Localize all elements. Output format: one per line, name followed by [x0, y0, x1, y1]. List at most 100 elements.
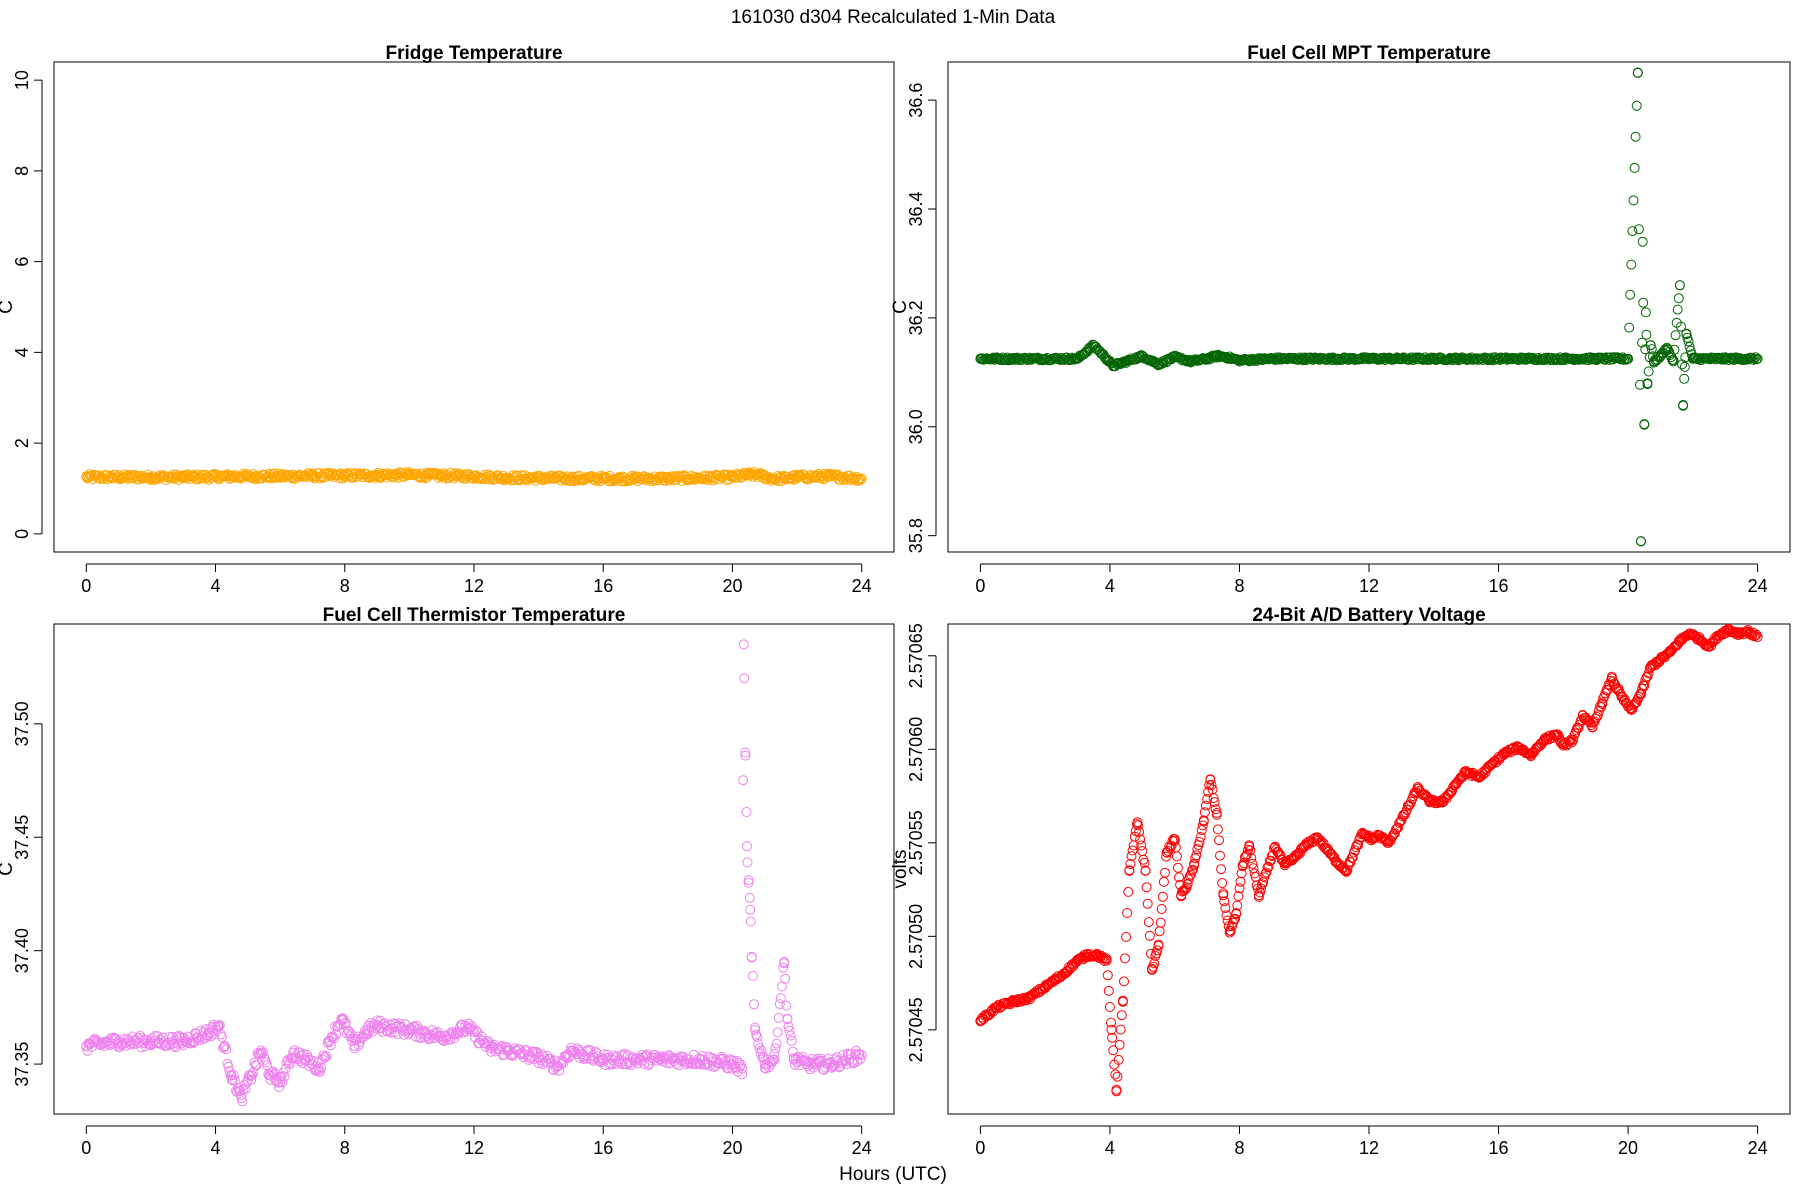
fridge-data-point	[227, 470, 238, 481]
battery-data-point	[1116, 1010, 1127, 1021]
battery-title: 24-Bit A/D Battery Voltage	[1252, 605, 1485, 626]
mpt-data-point	[1638, 297, 1649, 308]
fridge-data-point	[824, 471, 835, 482]
battery-x-tick-label: 20	[1618, 1138, 1638, 1158]
battery-data-point	[1101, 955, 1112, 966]
battery-y-tick-label: 2.57050	[906, 904, 926, 969]
battery-data-point	[1189, 860, 1200, 871]
battery-data-point	[1103, 985, 1114, 996]
battery-data-point	[1606, 673, 1617, 684]
battery-data-point	[1137, 846, 1148, 856]
battery-data-point	[1224, 927, 1235, 938]
mpt-data-point	[1668, 356, 1679, 367]
battery-data-point	[1742, 626, 1753, 637]
battery-data-point	[1114, 1039, 1125, 1050]
mpt-x-tick-label: 12	[1359, 576, 1379, 596]
thermistor-data-point	[558, 1057, 569, 1068]
battery-data-point	[1261, 867, 1272, 878]
battery-data-point	[1215, 850, 1225, 861]
mpt-data-point	[1617, 352, 1628, 363]
battery-data-point	[1338, 863, 1349, 874]
fridge-x-tick-label: 24	[852, 576, 872, 596]
mpt-data-point	[1088, 340, 1099, 351]
battery-y-tick-label: 2.57055	[906, 810, 926, 875]
battery-data-point	[1232, 900, 1243, 911]
battery-data-point	[1133, 820, 1143, 831]
battery-data-point	[1206, 780, 1217, 790]
battery-data-point	[1122, 908, 1133, 918]
battery-data-point	[1253, 890, 1264, 901]
battery-data-point	[1169, 834, 1180, 845]
mpt-data-point	[1633, 224, 1644, 235]
battery-data-point	[1197, 820, 1208, 831]
mpt-plot-frame	[947, 61, 1791, 553]
thermistor-data-point	[728, 1055, 739, 1066]
thermistor-data-point	[781, 1000, 792, 1011]
thermistor-data-point	[779, 957, 790, 967]
thermistor-data-point	[405, 1023, 416, 1034]
thermistor-data-point	[275, 1077, 286, 1088]
mpt-data-point	[1086, 341, 1097, 352]
battery-data-point	[1746, 628, 1757, 639]
thermistor-data-point	[774, 999, 785, 1010]
battery-data-point	[1299, 841, 1310, 852]
battery-data-point	[1626, 705, 1637, 715]
battery-data-point	[1723, 624, 1734, 635]
battery-data-point	[1176, 890, 1187, 901]
fridge-data-point	[372, 470, 383, 481]
thermistor-data-point	[485, 1043, 496, 1054]
battery-data-point	[1125, 859, 1136, 869]
battery-data-point	[1132, 817, 1143, 828]
fridge-y-tick-label: 2	[12, 438, 32, 448]
thermistor-data-point	[113, 1036, 124, 1047]
battery-data-point	[1056, 970, 1067, 981]
thermistor-data-point	[714, 1058, 725, 1069]
battery-data-point	[1218, 890, 1229, 901]
battery-data-point	[1142, 898, 1153, 909]
fridge-x-tick-label: 0	[81, 576, 91, 596]
battery-data-point	[1262, 862, 1273, 873]
battery-data-point	[1684, 628, 1695, 639]
thermistor-y-tick-label: 37.50	[12, 701, 32, 746]
battery-data-point	[1153, 940, 1164, 951]
thermistor-data-point	[288, 1047, 299, 1058]
thermistor-data-point	[595, 1056, 605, 1067]
thermistor-data-point	[362, 1025, 373, 1036]
battery-data-point	[1463, 768, 1474, 779]
battery-data-point	[1111, 1084, 1122, 1095]
thermistor-data-point	[742, 841, 752, 852]
mpt-data-point	[1643, 366, 1654, 377]
thermistor-data-point	[251, 1060, 262, 1071]
fridge-data-point	[301, 470, 311, 481]
thermistor-data-point	[756, 1045, 767, 1056]
battery-data-point	[991, 1002, 1002, 1013]
mpt-data-point	[1649, 356, 1659, 367]
fridge-data-point	[855, 474, 866, 485]
thermistor-data-point	[178, 1036, 189, 1047]
battery-data-point	[1265, 855, 1276, 866]
thermistor-data-point	[114, 1042, 125, 1053]
battery-y-tick-label: 2.57045	[906, 997, 926, 1062]
battery-data-point	[1474, 772, 1485, 783]
battery-x-tick-label: 12	[1359, 1138, 1379, 1158]
battery-data-point	[1112, 1071, 1123, 1082]
battery-data-point	[1665, 647, 1676, 658]
battery-data-point	[1235, 876, 1246, 887]
thermistor-data-point	[423, 1034, 434, 1045]
thermistor-data-point	[533, 1052, 544, 1063]
battery-data-point	[1655, 654, 1666, 665]
figure-suptitle: 161030 d304 Recalculated 1-Min Data	[731, 7, 1056, 28]
battery-data-point	[1102, 970, 1113, 981]
mpt-data-point	[1635, 379, 1645, 390]
thermistor-x-tick-label: 12	[464, 1138, 484, 1158]
battery-data-point	[1205, 774, 1216, 785]
thermistor-data-point	[743, 877, 754, 888]
battery-plot-frame	[947, 623, 1791, 1115]
thermistor-data-point	[740, 750, 751, 761]
battery-data-point	[1577, 710, 1588, 721]
fridge-data-point	[753, 469, 764, 480]
fridge-data-point	[307, 470, 318, 481]
thermistor-x-tick-label: 20	[722, 1138, 742, 1158]
battery-y-tick-label: 2.57060	[906, 717, 926, 782]
battery-data-point	[1500, 748, 1510, 758]
